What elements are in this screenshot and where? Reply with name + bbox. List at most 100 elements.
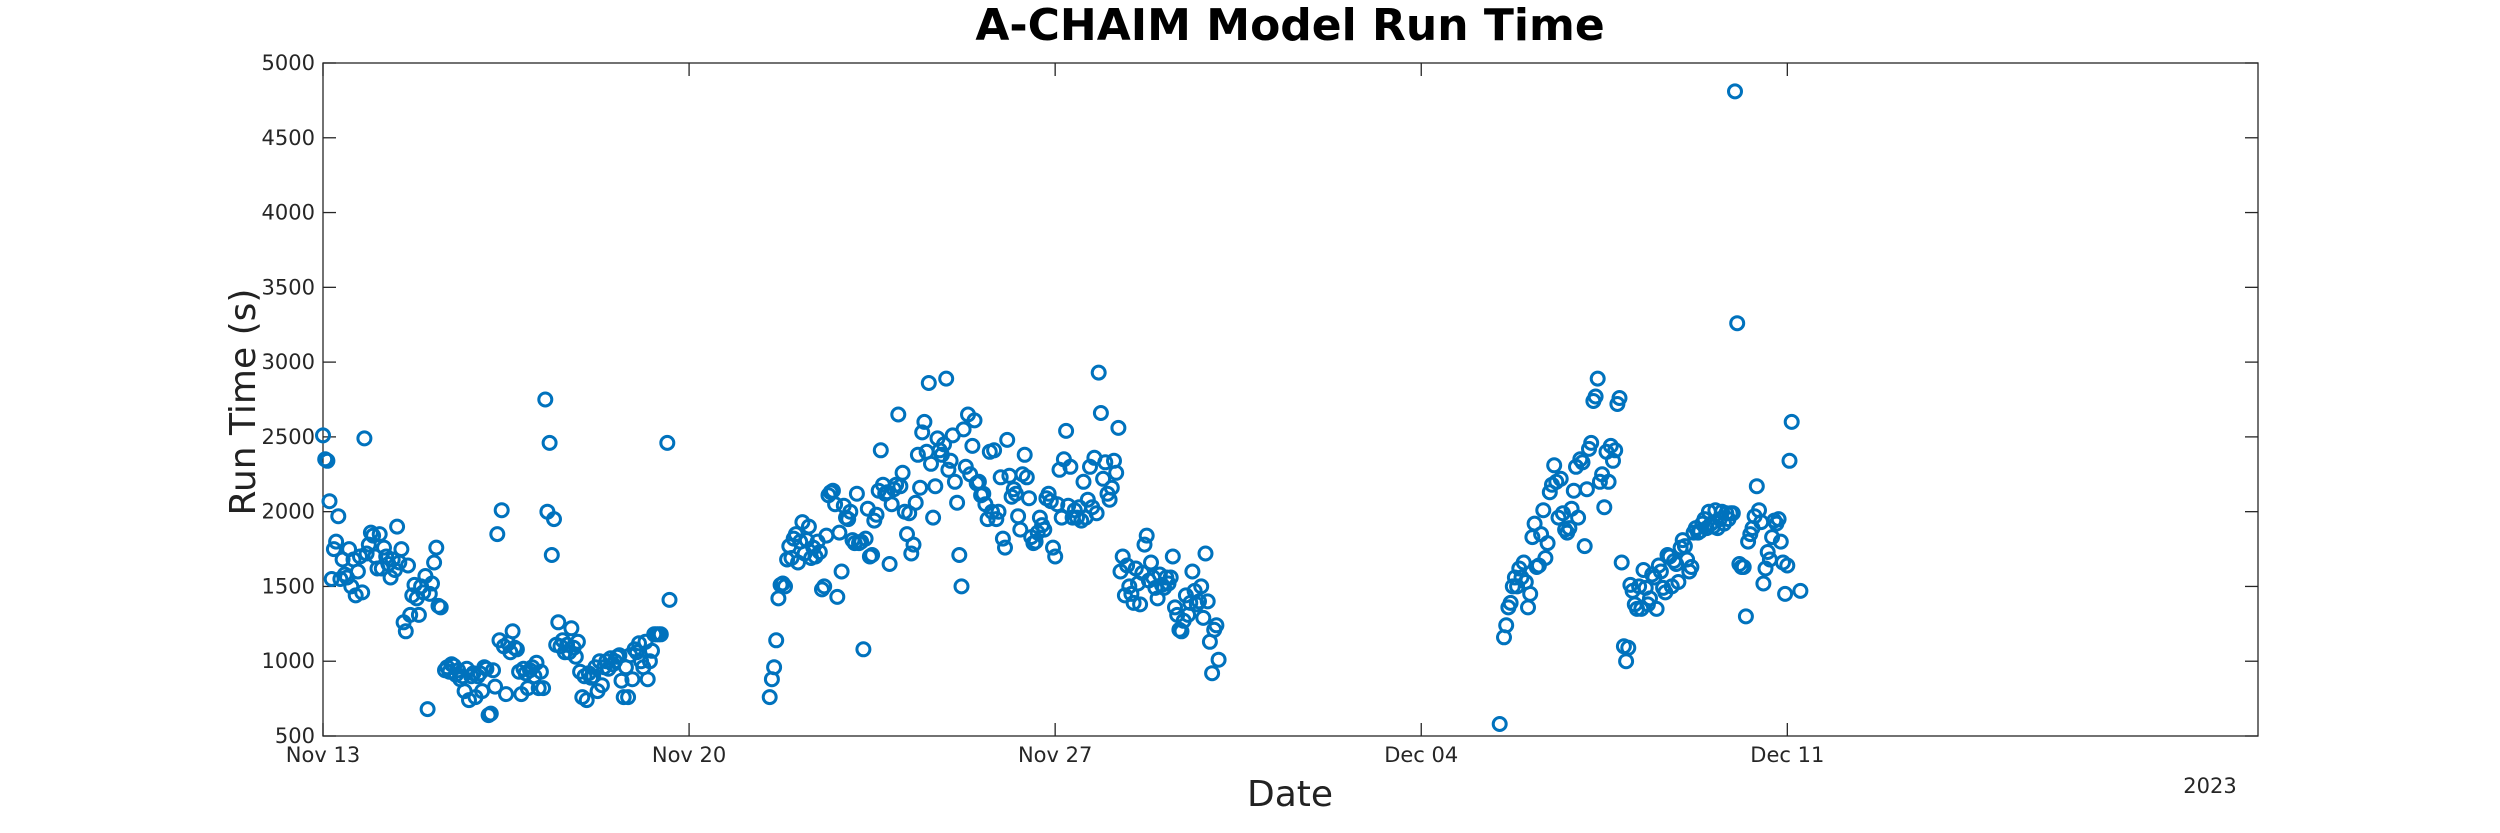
data-point xyxy=(537,391,554,408)
data-point xyxy=(321,493,338,510)
data-point xyxy=(999,431,1016,448)
data-point xyxy=(426,554,443,571)
data-point xyxy=(1783,413,1800,430)
data-point xyxy=(1040,485,1057,502)
data-point xyxy=(541,434,558,451)
data-point xyxy=(1587,388,1604,405)
data-point xyxy=(1164,548,1181,565)
data-point xyxy=(766,659,783,676)
data-point xyxy=(1772,533,1789,550)
tick-marks xyxy=(322,62,2258,737)
x-tick-label: Nov 13 xyxy=(286,743,360,767)
data-point xyxy=(1036,521,1053,538)
data-point xyxy=(1781,452,1798,469)
data-point xyxy=(894,464,911,481)
data-point xyxy=(1777,585,1794,602)
data-point xyxy=(920,375,937,391)
data-point xyxy=(624,671,641,688)
data-point xyxy=(936,436,952,453)
data-point xyxy=(519,680,536,697)
data-point xyxy=(1670,574,1687,590)
data-point xyxy=(1550,509,1567,526)
data-point xyxy=(349,563,366,580)
data-point xyxy=(402,606,419,623)
data-point xyxy=(546,511,562,528)
data-point xyxy=(777,578,793,595)
data-point xyxy=(1631,578,1648,595)
x-tick-label: Dec 04 xyxy=(1384,743,1458,767)
data-point xyxy=(1010,508,1027,525)
y-tick-label: 1000 xyxy=(262,649,315,673)
data-point xyxy=(912,479,929,496)
data-point xyxy=(1199,593,1216,610)
axes-frame xyxy=(322,62,2259,737)
data-point xyxy=(1648,600,1665,617)
data-point xyxy=(659,434,676,451)
x-axis-label: Date xyxy=(1247,774,1333,815)
data-point xyxy=(613,672,630,689)
data-point xyxy=(1583,434,1600,451)
data-point xyxy=(1062,458,1079,475)
data-point xyxy=(1027,533,1044,550)
data-point xyxy=(992,469,1009,486)
data-point xyxy=(848,485,865,502)
data-point xyxy=(1735,559,1752,575)
data-point xyxy=(1088,505,1105,522)
data-point xyxy=(1554,505,1571,522)
data-point xyxy=(1208,617,1225,634)
data-point xyxy=(1561,520,1578,537)
data-point xyxy=(1513,569,1530,586)
data-point xyxy=(1018,469,1035,486)
y-tick-label: 500 xyxy=(275,724,315,748)
data-point xyxy=(315,427,331,444)
data-point xyxy=(953,578,970,595)
data-point xyxy=(485,662,501,679)
x-tick-label: Dec 11 xyxy=(1750,743,1824,767)
data-point xyxy=(990,503,1007,520)
y-axis-label: Run Time (s) xyxy=(223,289,264,516)
data-point xyxy=(641,653,658,670)
data-point xyxy=(400,557,416,574)
data-point xyxy=(964,437,981,454)
data-point xyxy=(1191,593,1207,610)
data-point xyxy=(1748,478,1765,495)
data-point xyxy=(1620,639,1637,656)
data-point xyxy=(916,413,933,430)
data-point xyxy=(831,524,848,541)
data-point xyxy=(1210,651,1227,668)
data-point xyxy=(925,509,942,526)
data-point xyxy=(1698,520,1715,537)
data-point xyxy=(1737,608,1754,625)
data-point xyxy=(1770,511,1787,528)
data-point xyxy=(907,494,924,511)
data-point xyxy=(578,692,595,709)
tick-labels: 500 1000 1500 2000 2500 3000 3500 4000 4500 5000 N… xyxy=(262,51,1825,767)
data-point xyxy=(424,575,440,592)
data-point xyxy=(1184,563,1201,580)
data-point xyxy=(1047,548,1064,565)
data-point xyxy=(319,452,336,469)
data-point xyxy=(1611,390,1628,406)
data-point xyxy=(1570,509,1587,526)
data-point xyxy=(1652,563,1669,580)
data-point xyxy=(1110,419,1127,436)
y-tick-label: 5000 xyxy=(262,51,315,75)
data-point xyxy=(1602,437,1619,454)
data-point xyxy=(567,648,584,665)
data-point xyxy=(421,585,438,602)
data-point xyxy=(1016,446,1033,463)
data-point xyxy=(988,511,1005,528)
data-point xyxy=(1727,83,1743,100)
data-point xyxy=(883,496,900,513)
data-point xyxy=(482,705,499,722)
data-point xyxy=(1132,596,1149,613)
y-tick-label: 2500 xyxy=(262,425,315,449)
data-point xyxy=(1053,509,1070,526)
data-point xyxy=(857,530,874,547)
data-point xyxy=(940,461,957,478)
data-point xyxy=(550,614,567,631)
data-point xyxy=(639,671,656,688)
data-point xyxy=(1509,578,1526,595)
data-point xyxy=(1012,521,1029,538)
data-point xyxy=(493,502,510,519)
